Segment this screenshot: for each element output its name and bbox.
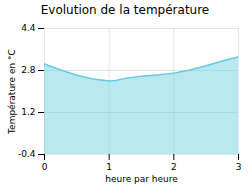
svg-text:1.2: 1.2 — [21, 107, 35, 117]
svg-text:0: 0 — [42, 162, 48, 172]
svg-text:2: 2 — [171, 162, 177, 172]
svg-text:4.4: 4.4 — [21, 23, 36, 33]
svg-text:2.8: 2.8 — [21, 65, 36, 75]
html-text:Evolution de la température: Evolution de la température — [40, 3, 210, 17]
svg-text:-0.4: -0.4 — [18, 149, 36, 159]
svg-text:3: 3 — [236, 162, 242, 172]
svg-text:1: 1 — [106, 162, 112, 172]
svg-text:heure par heure: heure par heure — [105, 174, 178, 184]
svg-text:Température en °C: Température en °C — [7, 49, 17, 135]
